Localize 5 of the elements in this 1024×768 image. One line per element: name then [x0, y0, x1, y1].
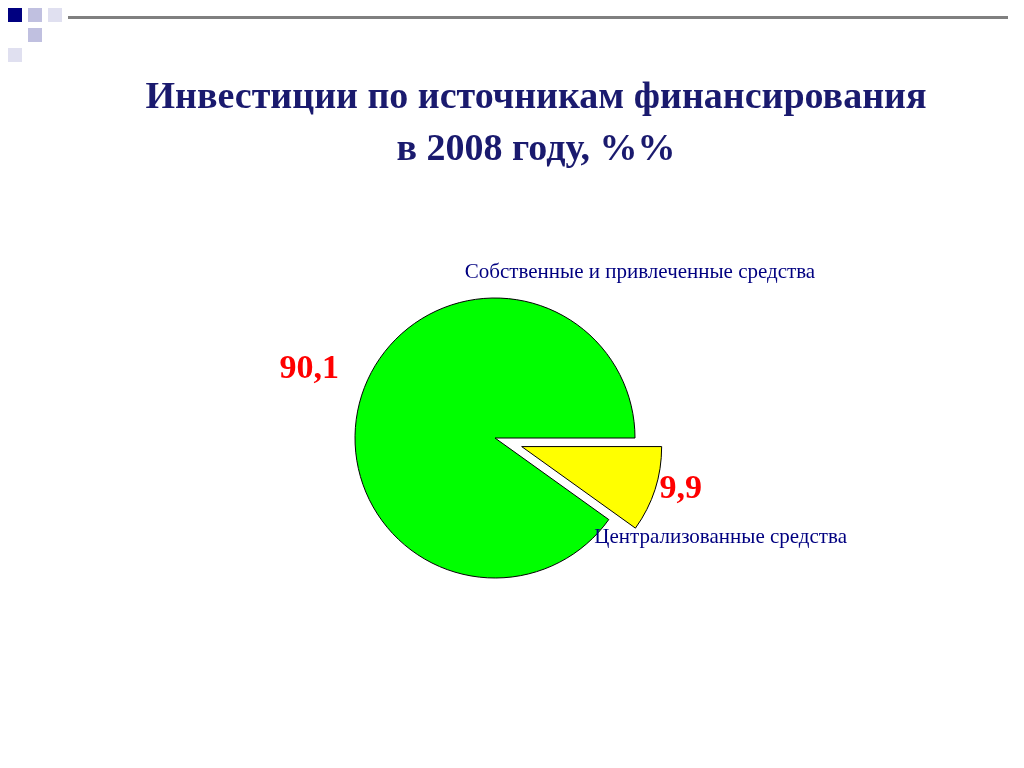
chart-title: Инвестиции по источникам финансирования в 2008 году, %%: [145, 74, 927, 168]
data-label: 9,9: [659, 467, 702, 505]
slice-label: Собственные и привлеченные средства: [464, 259, 816, 283]
slice-label: Централизованные средства: [594, 523, 848, 548]
data-label: 90,1: [279, 348, 340, 386]
